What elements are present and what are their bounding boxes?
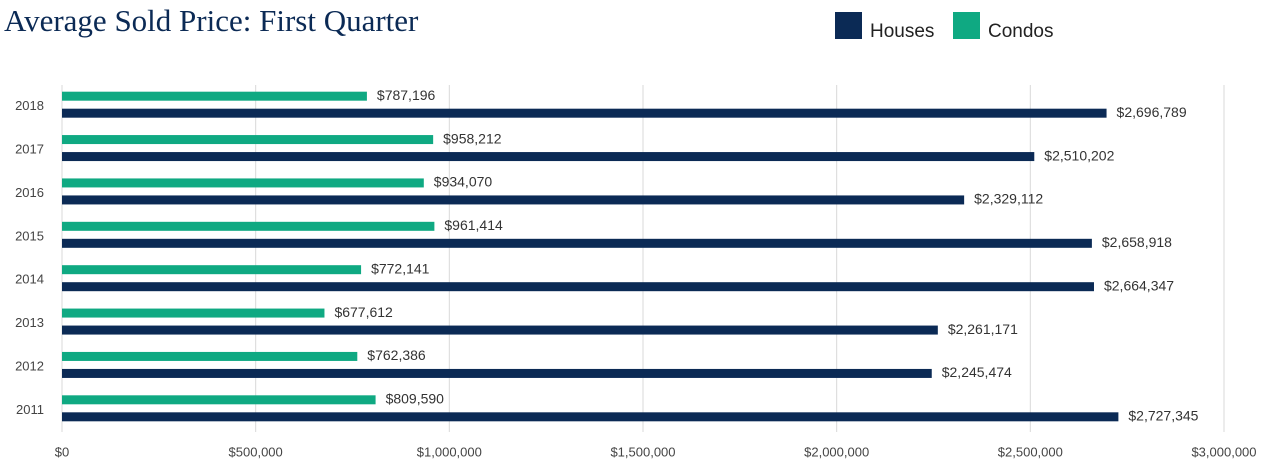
- bar: [62, 152, 1035, 162]
- data-label: $2,658,918: [1102, 234, 1172, 250]
- data-label: $2,664,347: [1104, 277, 1174, 293]
- data-label: $2,245,474: [942, 364, 1012, 380]
- bar: [62, 238, 1092, 248]
- bar: [62, 368, 932, 378]
- bar: [62, 395, 376, 405]
- data-label: $762,386: [367, 347, 426, 363]
- bar: [62, 412, 1119, 422]
- data-label: $2,261,171: [948, 321, 1018, 337]
- bar: [62, 325, 938, 335]
- bar: [62, 135, 434, 145]
- bar: [62, 265, 362, 275]
- y-tick-label: 2018: [15, 98, 44, 113]
- bar: [62, 195, 965, 205]
- x-tick-label: $0: [55, 444, 69, 459]
- data-label: $2,696,789: [1117, 104, 1187, 120]
- y-tick-label: 2015: [15, 228, 44, 243]
- data-label: $2,329,112: [974, 191, 1043, 207]
- bar: [62, 108, 1107, 118]
- data-label: $772,141: [371, 260, 430, 276]
- y-tick-label: 2011: [16, 402, 44, 417]
- legend-swatch: [835, 12, 862, 39]
- legend-label: Houses: [870, 21, 934, 42]
- data-label: $787,196: [377, 87, 436, 103]
- y-tick-label: 2012: [15, 358, 44, 373]
- legend-swatch: [953, 12, 980, 39]
- bar: [62, 178, 424, 188]
- data-label: $677,612: [334, 304, 393, 320]
- data-label: $2,727,345: [1128, 408, 1198, 424]
- x-tick-label: $1,500,000: [610, 444, 675, 459]
- bar: [62, 221, 435, 231]
- bars: [62, 91, 1119, 422]
- x-tick-label: $2,000,000: [804, 444, 869, 459]
- x-tick-label: $500,000: [229, 444, 283, 459]
- y-tick-label: 2013: [15, 315, 44, 330]
- data-label: $809,590: [386, 391, 445, 407]
- y-tick-label: 2014: [15, 272, 44, 287]
- bar: [62, 91, 367, 101]
- data-label: $934,070: [434, 174, 493, 190]
- x-tick-label: $3,000,000: [1191, 444, 1256, 459]
- bar: [62, 308, 325, 318]
- bar: [62, 351, 358, 361]
- legend-label: Condos: [988, 21, 1054, 42]
- data-label: $958,212: [443, 130, 502, 146]
- x-tick-label: $2,500,000: [998, 444, 1063, 459]
- x-tick-label: $1,000,000: [417, 444, 482, 459]
- y-tick-label: 2016: [15, 185, 44, 200]
- chart-title: Average Sold Price: First Quarter: [4, 3, 419, 38]
- bar: [62, 282, 1094, 292]
- data-label: $961,414: [444, 217, 503, 233]
- data-label: $2,510,202: [1044, 147, 1114, 163]
- y-tick-label: 2017: [15, 142, 44, 157]
